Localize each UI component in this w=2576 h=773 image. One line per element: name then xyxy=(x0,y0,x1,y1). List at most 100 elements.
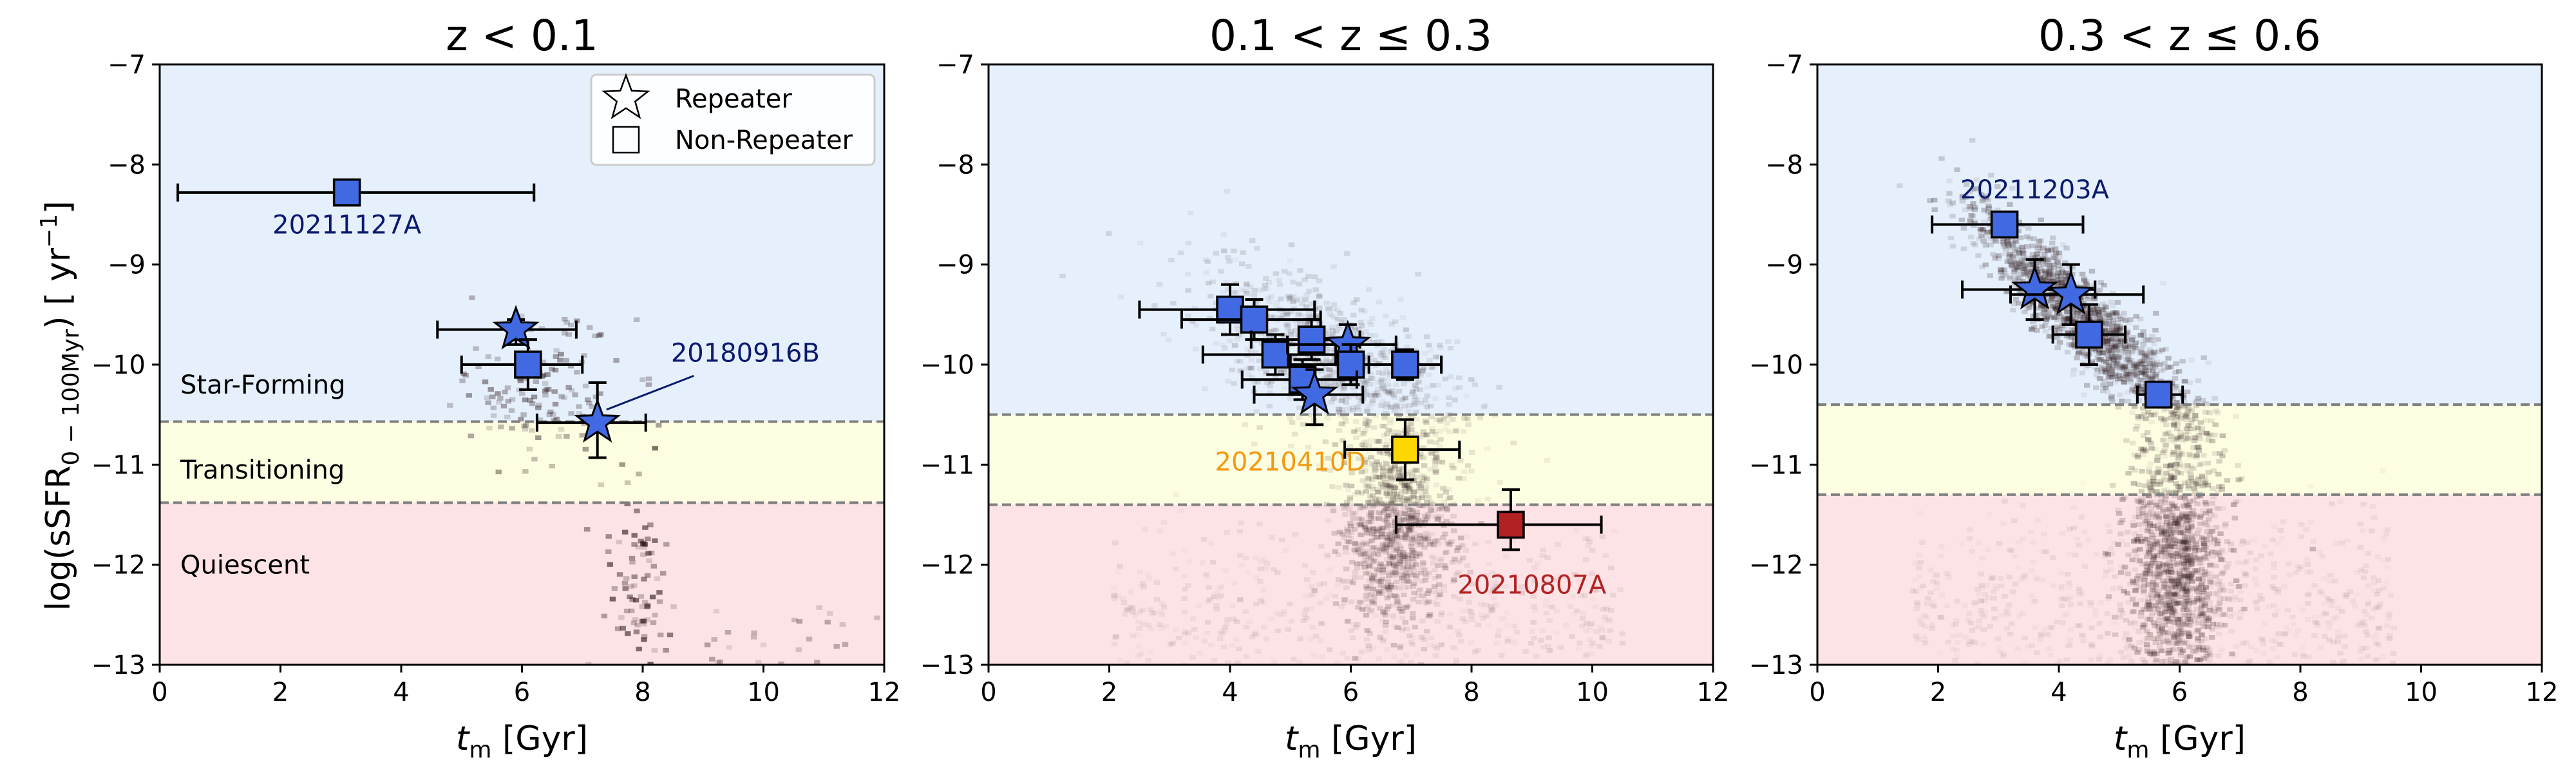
density-cell xyxy=(2033,260,2040,265)
density-cell xyxy=(1379,612,1387,617)
density-cell xyxy=(1392,566,1399,571)
density-cell xyxy=(2219,433,2226,438)
data-point-3 xyxy=(460,338,584,391)
density-cell xyxy=(2089,347,2096,352)
density-cell xyxy=(2027,236,2033,241)
density-cell xyxy=(1399,555,1406,560)
density-cell xyxy=(2065,316,2072,321)
density-cell xyxy=(1325,334,1332,339)
density-cell xyxy=(2180,586,2186,591)
density-cell xyxy=(1554,630,1560,635)
density-cell xyxy=(2220,506,2226,511)
density-cell xyxy=(2163,592,2170,597)
density-cell xyxy=(2054,297,2061,302)
density-cell xyxy=(1318,368,1325,374)
density-cell xyxy=(1388,498,1395,503)
density-cell xyxy=(2179,600,2186,606)
density-cell xyxy=(1378,582,1384,587)
x-tick-label: 4 xyxy=(1222,678,1238,707)
density-cell xyxy=(2171,423,2177,428)
density-cell xyxy=(2204,624,2210,629)
density-cell xyxy=(2213,574,2219,579)
density-cell xyxy=(2152,365,2158,370)
density-cell xyxy=(2175,516,2183,522)
density-cell xyxy=(1141,527,1148,532)
density-cell xyxy=(1411,537,1418,542)
density-cell xyxy=(2113,312,2119,317)
density-cell xyxy=(1544,555,1551,560)
density-cell xyxy=(1496,385,1502,390)
density-cell xyxy=(1444,540,1451,546)
density-cell xyxy=(2061,314,2068,319)
density-cell xyxy=(1318,621,1325,626)
density-cell xyxy=(2189,561,2195,566)
density-cell xyxy=(1368,500,1375,505)
density-cell xyxy=(1180,662,1188,665)
density-cell xyxy=(2201,537,2208,542)
density-cell xyxy=(2126,341,2132,347)
density-cell xyxy=(1220,342,1226,347)
density-cell xyxy=(1470,378,1477,383)
density-cell xyxy=(1407,553,1414,558)
density-cell xyxy=(1468,377,1475,382)
density-cell xyxy=(1402,485,1408,490)
density-cell xyxy=(1487,590,1493,595)
density-cell xyxy=(1385,484,1392,489)
density-cell xyxy=(1333,329,1340,334)
density-cell xyxy=(2060,283,2067,289)
density-cell xyxy=(2140,453,2146,458)
density-cell xyxy=(2230,502,2237,507)
density-cell xyxy=(1354,622,1361,627)
density-cell xyxy=(1447,625,1454,630)
density-cell xyxy=(2123,372,2130,377)
density-cell xyxy=(1253,300,1259,305)
density-cell xyxy=(1256,358,1262,363)
density-cell xyxy=(1992,237,1999,242)
density-cell xyxy=(1437,514,1444,519)
density-cell xyxy=(1285,627,1291,632)
density-cell xyxy=(1217,629,1223,634)
density-cell xyxy=(1304,577,1311,582)
density-cell xyxy=(791,617,798,623)
density-cell xyxy=(1211,594,1217,599)
density-cell xyxy=(1401,511,1408,517)
density-cell xyxy=(1291,355,1298,360)
density-cell xyxy=(1443,490,1449,495)
density-cell xyxy=(1962,207,1968,213)
density-cell xyxy=(1607,566,1615,571)
density-cell xyxy=(1343,549,1349,555)
density-cell xyxy=(1422,535,1429,540)
density-cell xyxy=(2138,377,2145,383)
density-cell xyxy=(2145,606,2152,611)
density-cell xyxy=(2010,243,2016,249)
density-cell xyxy=(2110,363,2116,368)
density-cell xyxy=(2183,558,2190,564)
density-cell xyxy=(1385,403,1391,408)
density-cell xyxy=(1387,370,1394,375)
density-cell xyxy=(1388,593,1394,598)
density-cell xyxy=(2164,532,2171,537)
density-cell xyxy=(2160,639,2166,644)
density-cell xyxy=(2171,578,2177,584)
density-cell xyxy=(2146,651,2153,656)
density-cell xyxy=(2054,318,2061,323)
density-cell xyxy=(2185,613,2192,618)
density-cell xyxy=(2155,564,2161,569)
density-cell xyxy=(1387,544,1393,550)
density-cell xyxy=(2161,507,2168,512)
density-cell xyxy=(663,647,669,653)
density-cell xyxy=(1310,356,1316,361)
density-cell xyxy=(1450,645,1457,650)
density-cell xyxy=(2164,595,2172,600)
density-cell xyxy=(2046,245,2052,251)
density-cell xyxy=(2100,359,2107,364)
density-cell xyxy=(1290,280,1296,285)
density-cell xyxy=(1430,600,1437,605)
density-cell xyxy=(1399,397,1406,403)
density-cell xyxy=(1959,195,1965,200)
density-cell xyxy=(2162,601,2168,606)
density-cell xyxy=(1130,606,1136,611)
density-cell xyxy=(1392,512,1398,517)
density-cell xyxy=(2196,592,2202,598)
density-cell xyxy=(2101,340,2108,345)
